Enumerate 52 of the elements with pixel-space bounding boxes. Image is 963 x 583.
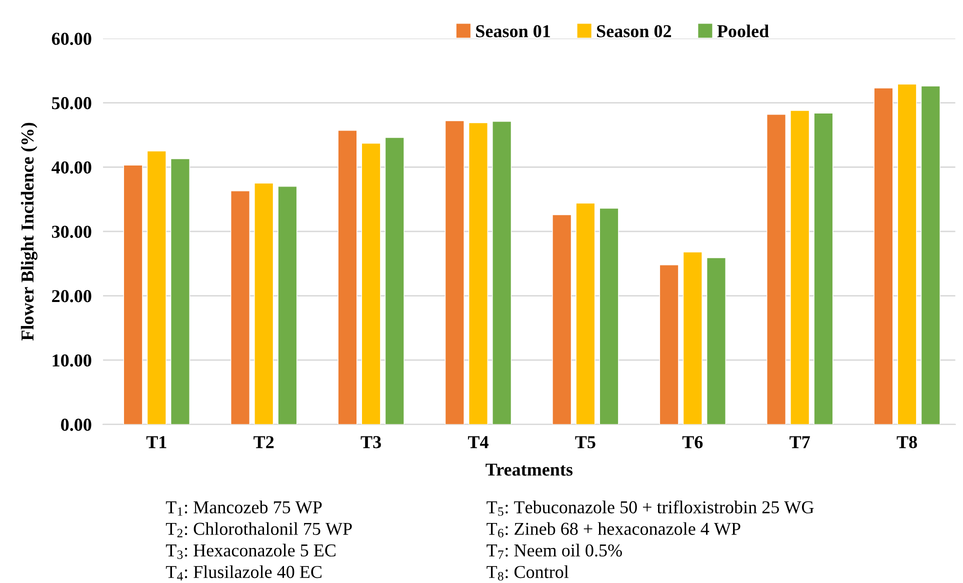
legend-label: Season 02 [597, 25, 672, 38]
legend-label: Season 01 [476, 25, 550, 38]
bar [659, 264, 679, 424]
bar [706, 257, 726, 424]
bar [361, 142, 381, 424]
y-tick-label: 60.00 [52, 32, 92, 45]
text: T$_{2}$: Chlorothalonil 75 WP [166, 522, 352, 538]
x-tick-label: T2 [254, 436, 274, 448]
y-axis-title: Flower Blight Incidence (%) [20, 122, 38, 341]
bar [552, 214, 572, 424]
bar [338, 130, 358, 424]
y-tick-label: 0.00 [61, 418, 92, 431]
bar [814, 112, 834, 424]
bar [492, 121, 512, 424]
text: T$_{5}$: Tebuconazole 50 + trifloxistrobin 25 WG [486, 500, 814, 516]
bar [874, 88, 894, 424]
text: T$_{3}$: Hexaconazole 5 EC [166, 544, 336, 559]
text: T$_{6}$: Zineb 68 + hexaconazole 4 WP [486, 522, 740, 538]
x-tick-label: T6 [682, 436, 703, 448]
bar [576, 202, 596, 424]
x-axis-title: Treatments [486, 464, 573, 476]
x-tick-label: T7 [790, 436, 810, 448]
text: T$_{4}$: Flusilazole 40 EC [166, 565, 322, 580]
bar [682, 252, 702, 424]
bar [444, 120, 464, 424]
x-tick-label: T1 [146, 436, 166, 448]
y-tick-label: 40.00 [52, 161, 92, 174]
bar [278, 186, 298, 424]
bar [146, 150, 166, 424]
text: T$_{1}$: Mancozeb 75 WP [166, 500, 322, 516]
x-tick-label: T4 [468, 436, 488, 448]
bar [123, 164, 143, 424]
y-tick-label: 30.00 [52, 226, 92, 238]
bar [790, 110, 810, 424]
x-tick-label: T3 [360, 436, 381, 448]
bar [254, 182, 274, 424]
x-tick-label: T8 [896, 436, 917, 448]
bar [170, 158, 190, 424]
legend-label: Pooled [717, 24, 769, 38]
bar [920, 86, 940, 424]
bar [468, 122, 488, 424]
bar [599, 208, 619, 424]
y-tick-label: 50.00 [52, 97, 92, 110]
y-tick-label: 20.00 [52, 290, 92, 302]
bar [766, 114, 786, 424]
y-tick-label: 10.00 [52, 354, 92, 367]
bar [384, 137, 404, 424]
text: T$_{7}$: Neem oil 0.5% [486, 544, 622, 559]
bar [897, 84, 917, 424]
text: T$_{8}$: Control [486, 565, 569, 581]
bar [230, 190, 250, 424]
x-tick-label: T5 [575, 436, 596, 448]
